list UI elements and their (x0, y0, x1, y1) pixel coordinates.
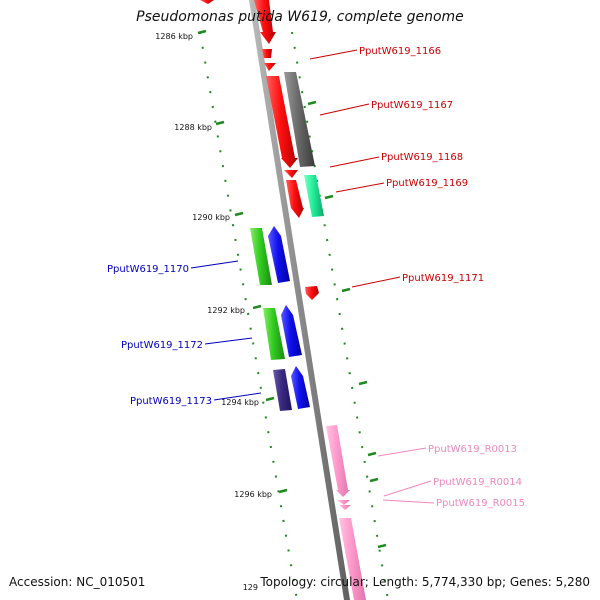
gene-arrow-1170-green[interactable] (250, 228, 272, 285)
gene-label[interactable]: PputW619_1166 (359, 46, 441, 57)
tick-mark-1296 (278, 488, 288, 494)
gene-arrow-fragment[interactable] (200, 0, 214, 4)
gene-arrow-1168[interactable] (266, 76, 298, 168)
gene-arrow-1170[interactable] (268, 226, 290, 283)
gene-label[interactable]: PputW619_1170 (107, 264, 189, 275)
gene-arrow-1166[interactable] (254, 0, 276, 44)
gene-arrow-1172[interactable] (281, 305, 302, 357)
gene-arrow-pink-bottom[interactable] (339, 518, 366, 600)
gene-arrow-1169[interactable] (304, 175, 324, 217)
gene-arrow-1171[interactable] (305, 286, 319, 300)
gene-label[interactable]: PputW619_R0014 (433, 477, 522, 488)
tick-label: 1288 kbp (174, 123, 212, 132)
map-title: Pseudomonas putida W619, complete genome (136, 9, 464, 25)
gene-arrow-small[interactable] (262, 49, 272, 58)
gene-arrow-1172-green[interactable] (263, 308, 285, 360)
gene-label[interactable]: PputW619_1169 (386, 178, 468, 189)
tick-label: 129 (243, 583, 258, 592)
gene-label[interactable]: PputW619_1171 (402, 273, 484, 284)
tick-mark-1288 (215, 120, 225, 126)
gene-arrow-1173-blue[interactable] (291, 366, 310, 409)
gene-label[interactable]: PputW619_1173 (130, 396, 212, 407)
tick-label: 1290 kbp (192, 213, 230, 222)
tick-label: 1286 kbp (155, 32, 193, 41)
gene-arrow-1167[interactable] (284, 72, 315, 167)
gene-label[interactable]: PputW619_1168 (381, 152, 463, 163)
gene-labels: PputW619_1166 PputW619_1167 PputW619_116… (107, 46, 525, 509)
tick-mark-1290 (234, 211, 244, 217)
tick-label: 1294 kbp (221, 398, 259, 407)
gene-arrow-small[interactable] (264, 63, 276, 71)
label-leaders (190, 49, 435, 504)
major-ticks (197, 29, 387, 549)
gene-arrow-small[interactable] (284, 170, 298, 178)
gene-label[interactable]: PputW619_1172 (121, 340, 203, 351)
features (200, 0, 366, 600)
tick-label: 1292 kbp (207, 306, 245, 315)
tick-mark-1292 (252, 304, 262, 310)
tick-mark-1286 (197, 29, 207, 35)
gene-arrow-1169-red[interactable] (286, 180, 304, 218)
tick-label: 1296 kbp (234, 490, 272, 499)
gene-arrow-R0015[interactable] (339, 505, 351, 510)
tick-mark-1294 (265, 396, 275, 402)
genome-summary: Topology: circular; Length: 5,774,330 bp… (260, 575, 590, 589)
accession-text: Accession: NC_010501 (9, 575, 146, 589)
gene-arrow-1173[interactable] (273, 369, 292, 411)
gene-label[interactable]: PputW619_R0015 (436, 498, 525, 509)
tick-ring (199, 31, 389, 600)
gene-arrow-R0014[interactable] (337, 500, 350, 505)
genome-backbone (249, 0, 350, 600)
gene-label[interactable]: PputW619_1167 (371, 100, 453, 111)
gene-label[interactable]: PputW619_R0013 (428, 444, 517, 455)
gene-arrow-R0013[interactable] (326, 425, 350, 497)
